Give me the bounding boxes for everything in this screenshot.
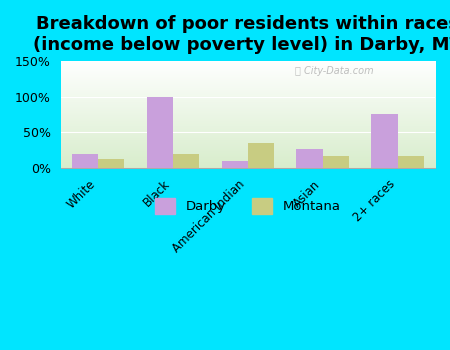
Bar [173, 154, 199, 168]
Bar [72, 154, 98, 168]
Bar [98, 159, 124, 168]
Bar [297, 149, 323, 168]
Bar [248, 143, 274, 168]
Bar [221, 161, 248, 168]
Title: Breakdown of poor residents within races
(income below poverty level) in Darby, : Breakdown of poor residents within races… [33, 15, 450, 54]
Text: Ⓢ City-Data.com: Ⓢ City-Data.com [295, 65, 373, 76]
Bar [397, 156, 424, 168]
Bar [147, 97, 173, 168]
Legend: Darby, Montana: Darby, Montana [150, 193, 346, 219]
Bar [371, 114, 397, 168]
Bar [323, 156, 349, 168]
